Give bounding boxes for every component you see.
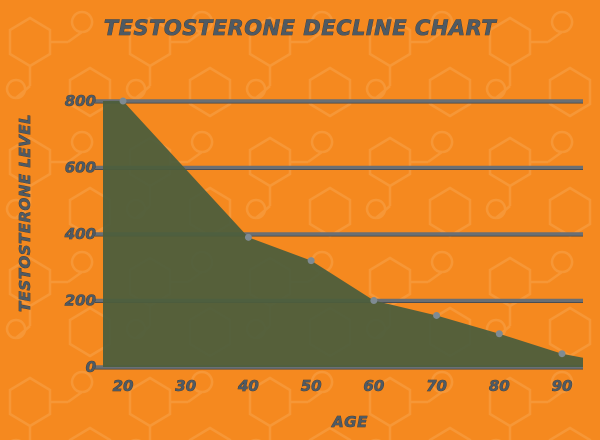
chart-title: TESTOSTERONE DECLINE CHART: [104, 16, 498, 40]
x-tick-20: 20: [113, 377, 134, 395]
y-tick-600: 600: [65, 159, 96, 177]
y-tick-200: 200: [65, 292, 96, 310]
x-tick-70: 70: [426, 377, 447, 395]
x-tick-60: 60: [363, 377, 384, 395]
x-tick-80: 80: [489, 377, 510, 395]
x-axis-title: AGE: [331, 413, 368, 431]
x-tick-30: 30: [175, 377, 196, 395]
data-point-70: [433, 311, 441, 319]
y-tick-800: 800: [65, 92, 96, 110]
area-layer: [103, 101, 583, 367]
x-tick-90: 90: [552, 377, 573, 395]
point-layer: [119, 97, 566, 358]
data-point-20: [119, 97, 127, 105]
data-point-40: [244, 233, 252, 241]
x-tick-40: 40: [237, 377, 259, 395]
y-axis-title: TESTOSTERONE LEVEL: [16, 114, 34, 312]
data-point-90: [558, 350, 566, 358]
data-point-60: [370, 297, 378, 304]
x-tick-layer: 20 30 40 50 60 70 80 90: [112, 377, 573, 396]
y-tick-0: 0: [86, 358, 96, 376]
y-tick-400: 400: [64, 225, 96, 243]
series-area: [103, 101, 583, 367]
x-tick-50: 50: [301, 377, 322, 395]
data-point-50: [307, 257, 315, 265]
data-point-80: [495, 330, 503, 338]
y-tick-layer: 0 200 400 600 800: [63, 92, 96, 377]
